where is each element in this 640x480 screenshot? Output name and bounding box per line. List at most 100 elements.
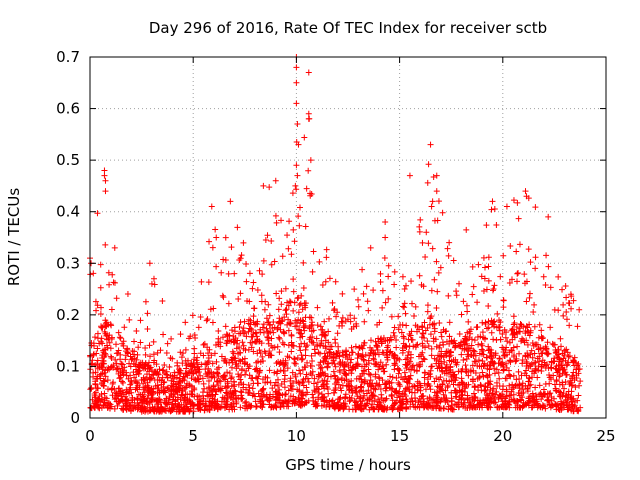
data-point — [536, 382, 543, 389]
data-point — [558, 343, 564, 350]
data-point — [247, 402, 254, 409]
data-point — [183, 362, 190, 369]
data-point — [235, 350, 242, 357]
data-point — [456, 330, 463, 337]
data-point — [237, 376, 244, 383]
data-point — [525, 246, 532, 253]
data-point — [122, 356, 129, 363]
data-point — [178, 354, 185, 361]
data-point — [391, 268, 398, 275]
data-point — [287, 382, 294, 389]
data-point — [559, 379, 566, 386]
data-point — [324, 378, 331, 385]
data-point — [207, 306, 214, 313]
data-point — [383, 395, 390, 402]
data-point — [103, 342, 110, 349]
data-point — [475, 261, 482, 268]
data-point — [491, 205, 498, 212]
data-point — [492, 399, 499, 406]
data-point — [523, 298, 530, 305]
data-point — [249, 285, 256, 292]
data-point — [120, 342, 127, 349]
data-point — [359, 353, 366, 360]
data-point — [320, 357, 327, 364]
data-point — [556, 406, 563, 413]
data-point — [91, 334, 98, 341]
data-point — [237, 290, 244, 297]
data-point — [346, 406, 353, 413]
data-point — [129, 394, 136, 401]
data-point — [499, 391, 506, 398]
data-point — [102, 241, 109, 248]
data-point — [448, 373, 455, 380]
data-point — [466, 334, 473, 341]
data-point — [368, 347, 375, 354]
data-point — [440, 377, 447, 384]
data-point — [465, 353, 472, 360]
data-point — [446, 319, 453, 326]
data-point — [363, 283, 370, 290]
data-point — [551, 355, 558, 362]
data-point — [537, 390, 544, 397]
data-point — [439, 339, 446, 346]
data-point — [506, 401, 513, 408]
data-point — [177, 370, 184, 377]
data-point — [274, 382, 281, 389]
data-point — [295, 309, 302, 316]
data-point — [538, 363, 545, 370]
data-point — [258, 292, 265, 299]
data-point — [108, 354, 115, 361]
data-point — [485, 254, 492, 261]
data-point — [392, 361, 399, 368]
data-point — [319, 282, 326, 289]
data-point — [107, 401, 114, 408]
data-point — [88, 385, 95, 392]
data-point — [414, 341, 421, 348]
data-point — [205, 350, 212, 357]
data-point — [558, 361, 565, 368]
data-point — [146, 260, 153, 267]
data-point — [205, 378, 212, 385]
data-point — [365, 360, 372, 367]
data-point — [566, 300, 573, 307]
data-point — [556, 373, 563, 380]
data-point — [200, 380, 207, 387]
data-point — [375, 351, 382, 358]
data-point — [438, 364, 445, 371]
data-point — [93, 307, 100, 314]
data-point — [416, 326, 423, 333]
data-point — [266, 184, 273, 191]
data-point — [376, 375, 383, 382]
data-point — [323, 345, 330, 352]
data-point — [304, 359, 311, 366]
data-point — [176, 378, 183, 385]
data-point — [303, 371, 310, 378]
data-point — [132, 378, 139, 385]
data-point — [182, 319, 189, 326]
data-point — [540, 391, 547, 398]
data-point — [102, 367, 109, 374]
data-point — [391, 332, 398, 339]
data-point — [114, 402, 121, 409]
data-point — [104, 386, 111, 393]
data-point — [274, 343, 281, 350]
data-point — [105, 269, 112, 276]
data-point — [179, 377, 186, 384]
data-point — [424, 338, 431, 345]
data-point — [268, 261, 275, 268]
data-point — [420, 355, 427, 362]
data-point — [488, 353, 495, 360]
data-point — [205, 365, 212, 372]
data-point — [230, 400, 237, 407]
data-point — [239, 339, 246, 346]
data-point — [392, 352, 399, 359]
data-point — [357, 394, 364, 401]
data-point — [512, 358, 519, 365]
data-point — [259, 376, 266, 383]
data-point — [544, 350, 551, 357]
data-point — [115, 370, 122, 377]
data-point — [250, 279, 257, 286]
data-point — [279, 253, 286, 260]
data-point — [124, 403, 131, 410]
data-point — [414, 382, 421, 389]
